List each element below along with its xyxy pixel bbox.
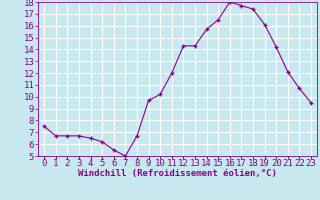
- X-axis label: Windchill (Refroidissement éolien,°C): Windchill (Refroidissement éolien,°C): [78, 169, 277, 178]
